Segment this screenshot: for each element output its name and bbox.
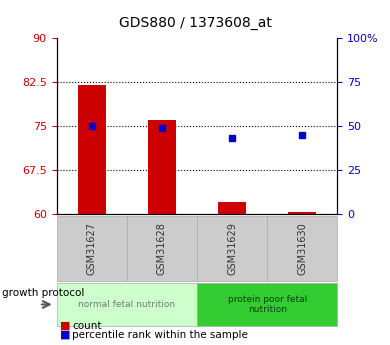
Bar [78, 85, 106, 214]
Text: GSM31627: GSM31627 [87, 222, 97, 275]
Text: GSM31629: GSM31629 [227, 222, 237, 275]
Bar [218, 202, 246, 214]
Text: growth protocol: growth protocol [2, 288, 84, 297]
Text: ■: ■ [60, 330, 71, 339]
Text: normal fetal nutrition: normal fetal nutrition [78, 300, 176, 309]
Text: GDS880 / 1373608_at: GDS880 / 1373608_at [119, 16, 271, 30]
Bar [148, 120, 176, 214]
Text: GSM31630: GSM31630 [297, 222, 307, 275]
Text: count: count [72, 321, 102, 331]
Text: protein poor fetal
nutrition: protein poor fetal nutrition [227, 295, 307, 314]
Text: percentile rank within the sample: percentile rank within the sample [72, 330, 248, 339]
Text: GSM31628: GSM31628 [157, 222, 167, 275]
Bar [288, 212, 316, 214]
Text: ■: ■ [60, 321, 71, 331]
